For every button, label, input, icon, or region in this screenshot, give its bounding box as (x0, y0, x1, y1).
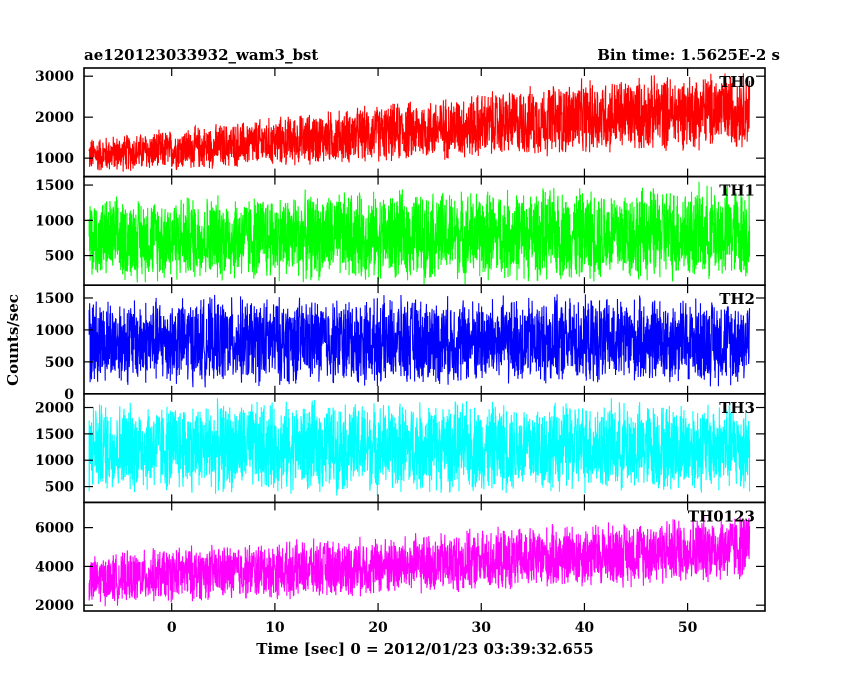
panel-th1: 500 1000 1500 TH1 (35, 175, 766, 287)
series-line-th0 (88, 73, 751, 172)
y-tick-label: 0 (64, 387, 74, 403)
x-tick-label: 30 (472, 620, 492, 636)
panel-th2: 0 500 1000 1500 TH2 (35, 284, 766, 403)
y-tick-label: 1000 (35, 323, 74, 339)
x-tick-label: 10 (265, 620, 285, 636)
panel-label-th3: TH3 (719, 399, 755, 417)
y-tick-label: 6000 (35, 521, 74, 537)
series-line-th0123 (88, 515, 751, 607)
y-tick-label: 4000 (35, 559, 74, 575)
y-axis-title: Counts/sec (4, 294, 22, 386)
x-tick-label: 50 (678, 620, 698, 636)
y-tick-label: 3000 (35, 69, 74, 85)
panel-frame (83, 501, 766, 612)
y-tick-label: 500 (45, 480, 74, 496)
panel-label-th0: TH0 (719, 73, 755, 91)
series-line-th1 (88, 181, 751, 285)
y-tick-label: 2000 (35, 401, 74, 417)
header-left-title: ae120123033932_wam3_bst (84, 46, 318, 64)
panel-th3: 500 1000 1500 2000 TH3 (35, 392, 766, 504)
x-axis-title: Time [sec] 0 = 2012/01/23 03:39:32.655 (256, 640, 593, 658)
y-tick-label: 500 (45, 249, 74, 265)
panel-label-th0123: TH0123 (688, 507, 755, 525)
y-tick-label: 500 (45, 355, 74, 371)
y-tick-label: 1000 (35, 453, 74, 469)
panel-th0: 1000 2000 3000 TH0 (35, 67, 766, 178)
panel-label-th2: TH2 (719, 290, 755, 308)
panel-th0123: 2000 4000 6000 TH0123 (35, 501, 766, 614)
series-line-th3 (88, 398, 751, 496)
panel-label-th1: TH1 (719, 182, 755, 200)
y-tick-label: 1500 (35, 427, 74, 443)
y-tick-label: 1000 (35, 213, 74, 229)
x-tick-label: 40 (575, 620, 595, 636)
x-tick-label: 20 (368, 620, 388, 636)
series-line-th2 (88, 294, 751, 388)
y-tick-label: 1000 (35, 151, 74, 167)
y-tick-label: 2000 (35, 598, 74, 614)
header-bin-time: Bin time: 1.5625E-2 s (597, 46, 780, 64)
y-tick-label: 1500 (35, 178, 74, 194)
y-tick-label: 1500 (35, 291, 74, 307)
y-tick-label: 2000 (35, 110, 74, 126)
x-tick-label: 0 (167, 620, 177, 636)
